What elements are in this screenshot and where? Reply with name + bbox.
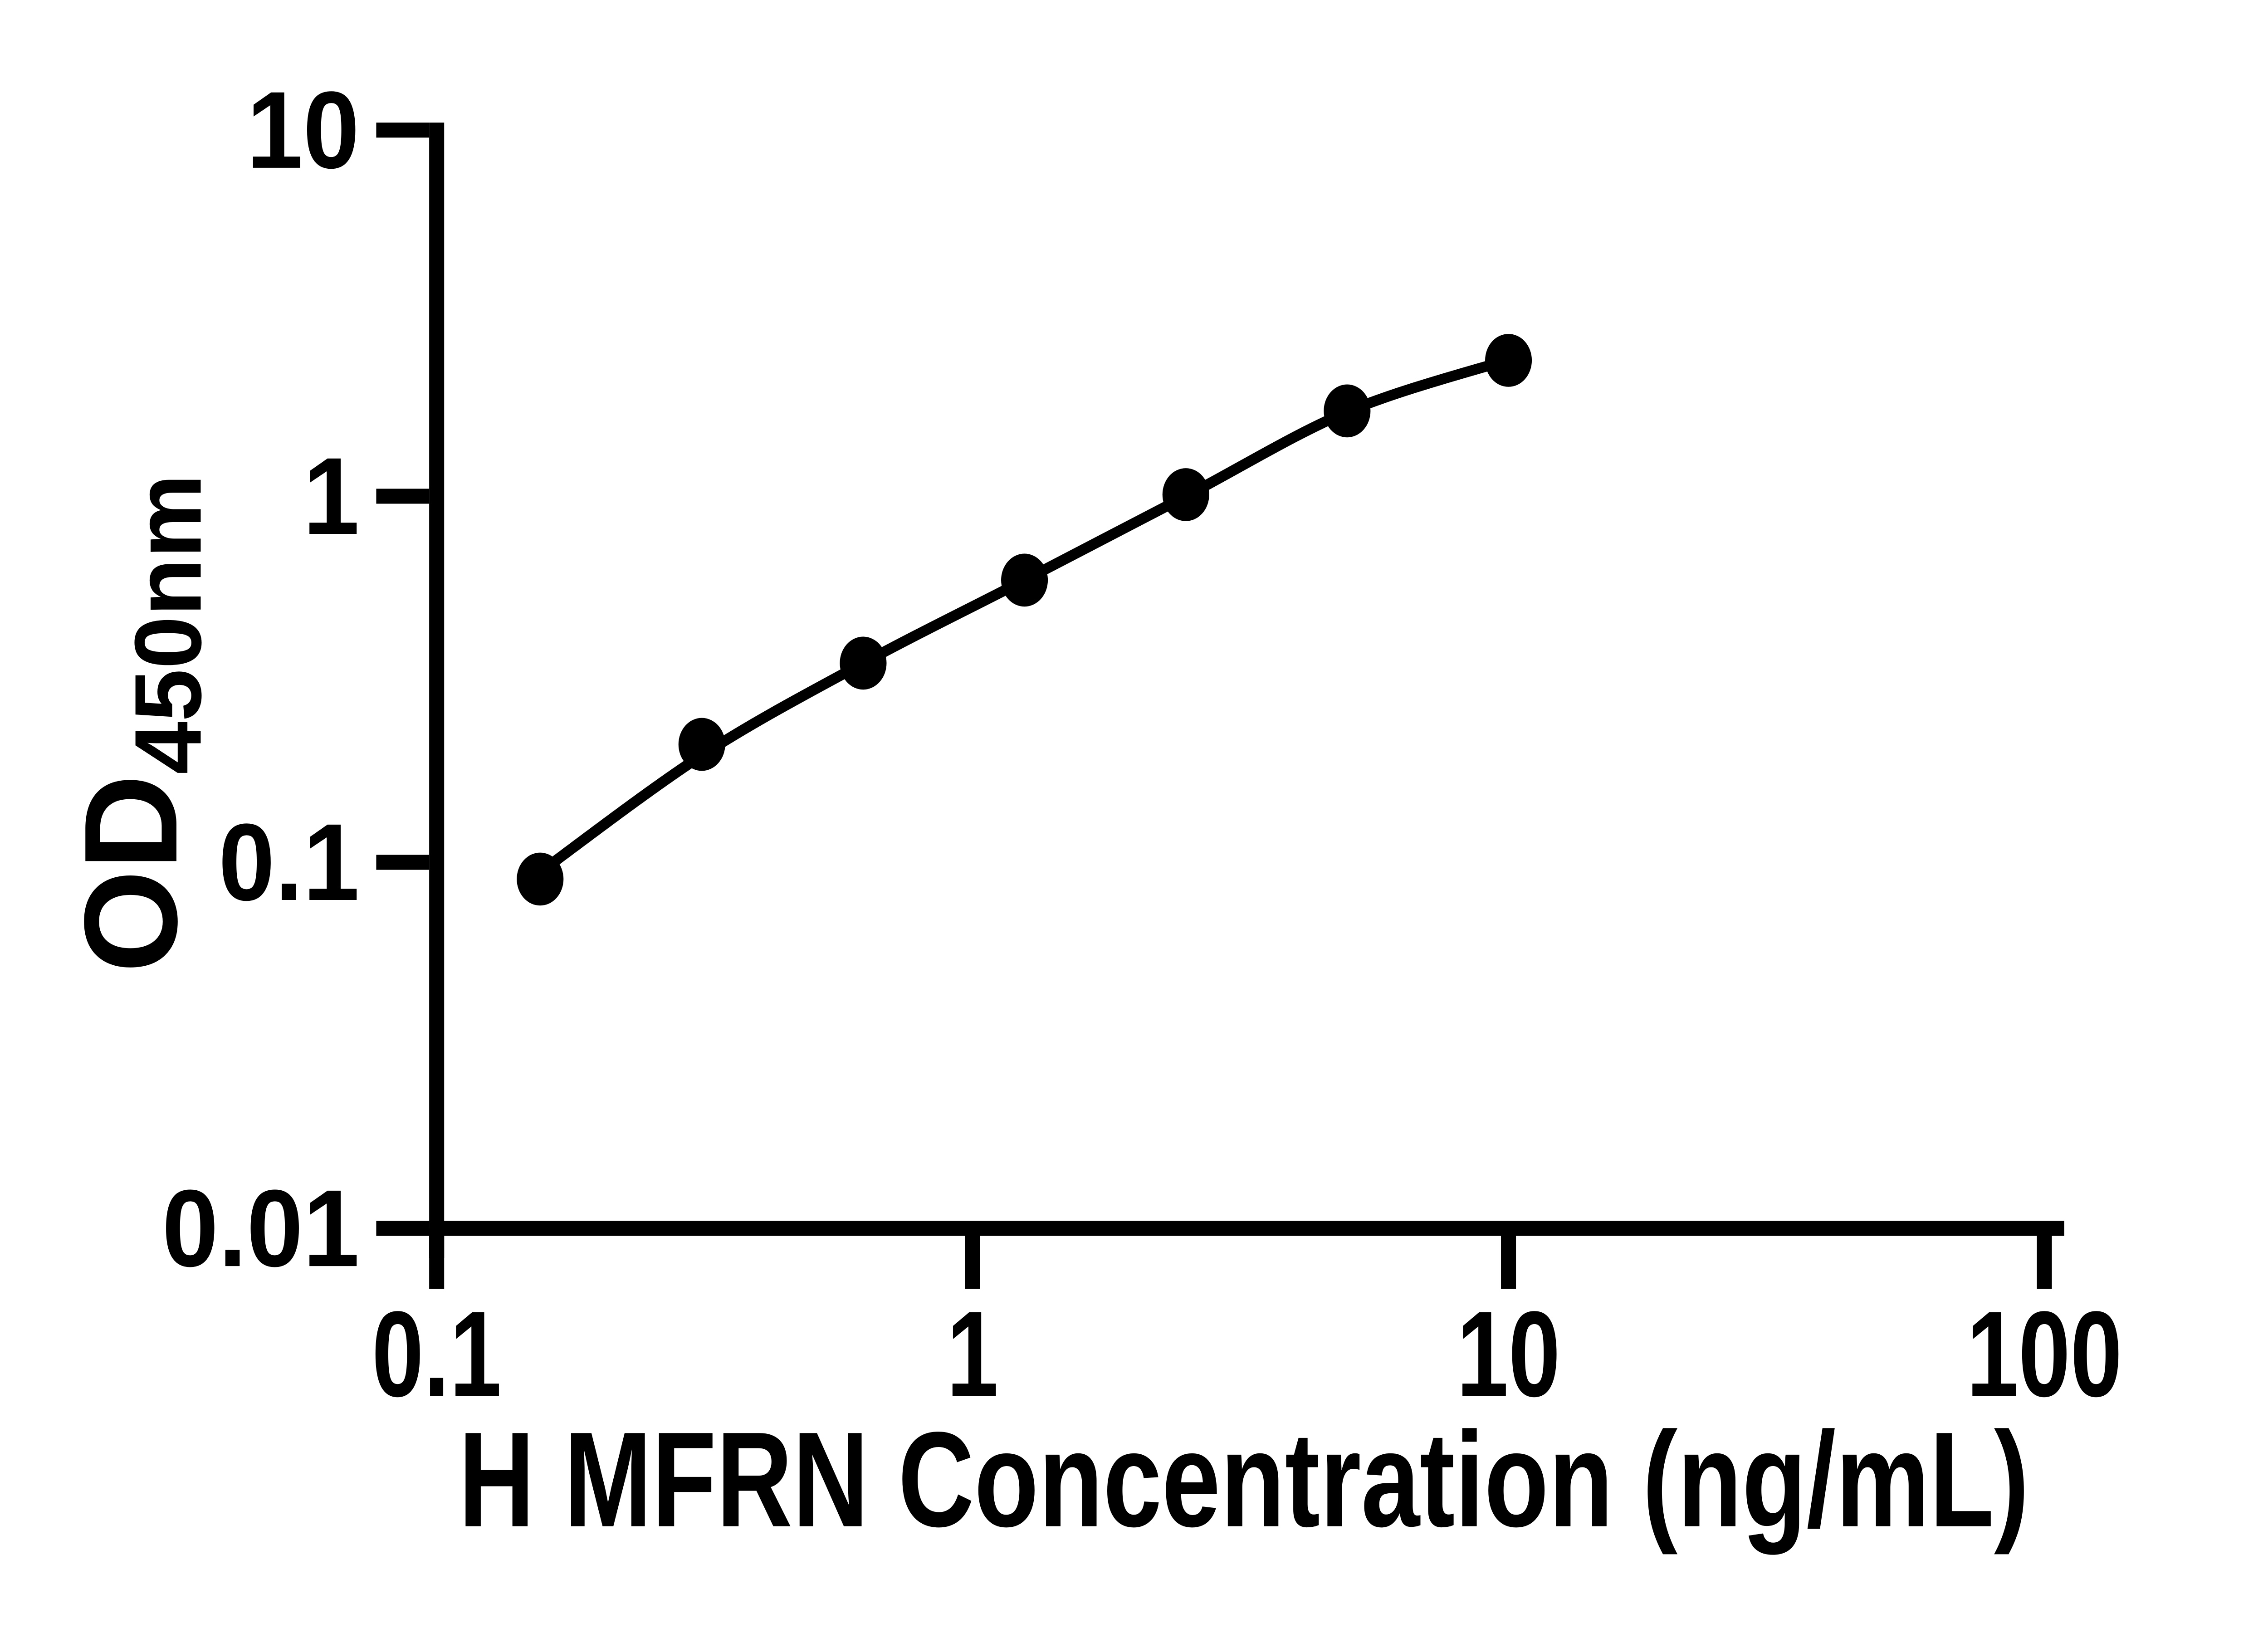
y-tick-label-1: 1 bbox=[303, 435, 359, 557]
y-axis-title-main: OD bbox=[57, 774, 205, 973]
y-axis-title: OD450nm bbox=[57, 474, 221, 973]
data-point-0.3125 bbox=[678, 718, 725, 771]
y-axis-title-subscript: 450nm bbox=[115, 474, 221, 774]
x-tick-label-1: 1 bbox=[947, 1286, 998, 1422]
data-point-layer bbox=[517, 334, 1532, 906]
y-tick-0.01 bbox=[376, 1221, 430, 1236]
y-tick-0.1 bbox=[376, 855, 430, 870]
data-point-5 bbox=[1324, 384, 1371, 438]
elisa-standard-curve-figure: 10 1 0.1 0.01 0.1 1 10 100 OD450nm H MFRN Conce… bbox=[56, 68, 2122, 1556]
y-tick-label-0.1: 0.1 bbox=[219, 801, 360, 924]
y-tick-10 bbox=[376, 122, 430, 138]
y-tick-label-0.01: 0.01 bbox=[162, 1167, 359, 1290]
data-point-2.5 bbox=[1162, 468, 1209, 521]
x-tick-label-10: 10 bbox=[1457, 1286, 1560, 1422]
data-point-0.156 bbox=[517, 852, 564, 906]
data-point-1.25 bbox=[1001, 553, 1048, 607]
x-tick-10 bbox=[1501, 1228, 1516, 1289]
x-tick-label-0.1: 0.1 bbox=[372, 1286, 502, 1422]
x-tick-0.1 bbox=[429, 1228, 445, 1289]
y-tick-1 bbox=[376, 489, 430, 504]
fit-curve-line bbox=[535, 354, 1514, 878]
y-tick-label-10: 10 bbox=[247, 69, 360, 191]
x-tick-1 bbox=[965, 1228, 980, 1289]
data-point-0.625 bbox=[840, 636, 887, 690]
curve-layer bbox=[535, 354, 1514, 878]
y-axis-spine bbox=[429, 122, 445, 1258]
x-axis-line bbox=[429, 1221, 2064, 1236]
x-axis-title: H MFRN Concentration (ng/mL) bbox=[459, 1404, 2029, 1556]
x-tick-label-100: 100 bbox=[1966, 1286, 2122, 1422]
x-tick-100 bbox=[2037, 1228, 2052, 1289]
data-point-10 bbox=[1485, 334, 1532, 387]
